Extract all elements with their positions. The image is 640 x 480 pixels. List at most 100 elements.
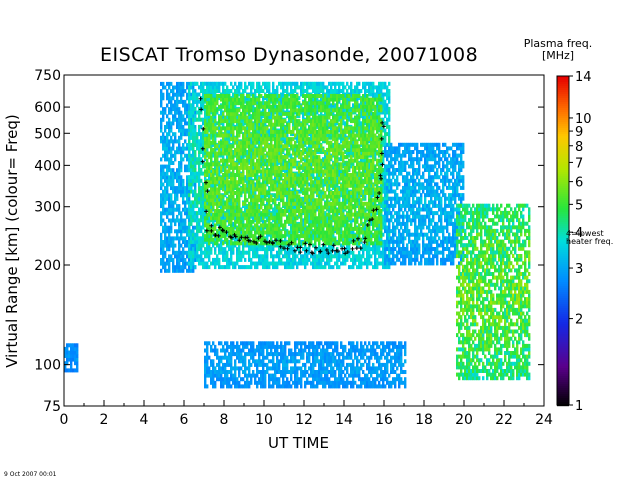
heatmap-cell [190,96,193,101]
heatmap-cell [194,153,197,158]
heatmap-cell [194,96,197,101]
heatmap-cell [286,168,289,172]
heatmap-cell [174,268,177,273]
heatmap-cell [214,92,217,97]
heatmap-cell [204,81,207,86]
heatmap-cell [208,114,211,119]
heatmap-cell [208,243,211,248]
heatmap-cell [268,211,271,216]
heatmap-cell [180,96,183,101]
heatmap-cell [192,247,195,252]
heatmap-cell [296,81,299,86]
heatmap-cell [250,114,253,119]
heatmap-cell [284,247,287,252]
heatmap-cell [186,225,189,230]
heatmap-cell [196,99,199,104]
heatmap-cell [234,214,237,219]
heatmap-cell [194,106,197,111]
heatmap-cell [276,207,279,212]
heatmap-cell [292,265,295,270]
heatmap-cell [196,193,199,198]
heatmap-cell [196,225,199,230]
heatmap-cell [258,261,261,266]
heatmap-cell [182,128,185,133]
heatmap-cell [168,121,171,126]
heatmap-cell [200,211,203,216]
heatmap-cell [278,250,281,255]
heatmap-cell [386,103,389,108]
heatmap-cell [182,186,185,191]
heatmap-cell [222,250,225,255]
heatmap-cell [170,204,173,209]
heatmap-cell [306,89,309,93]
heatmap-cell [204,201,207,206]
heatmap-cell [242,250,245,255]
heatmap-cell [388,96,391,101]
heatmap-cell [240,214,243,219]
heatmap-cell [334,85,337,90]
heatmap-cell [250,92,253,97]
heatmap-cell [182,178,185,183]
heatmap-cell [168,178,171,183]
heatmap-cell [280,261,283,266]
heatmap-cell [216,182,219,187]
heatmap-cell [274,193,277,198]
heatmap-cell [266,218,269,223]
heatmap-cell [174,139,177,144]
heatmap-cell [164,207,167,212]
heatmap-cell [194,243,197,248]
heatmap-cell [256,261,259,266]
heatmap-cell [246,189,249,194]
heatmap-cell [238,81,241,86]
heatmap-cell [388,92,391,97]
heatmap-cell [226,218,229,223]
heatmap-cell [288,254,291,259]
heatmap-cell [246,96,249,101]
heatmap-cell [240,117,243,122]
heatmap-cell [214,194,217,199]
heatmap-cell [194,200,197,205]
heatmap-cell [190,182,193,187]
heatmap-cell [190,261,193,266]
heatmap-cell [160,135,163,140]
heatmap-cell [384,81,387,86]
heatmap-cell [212,137,215,142]
heatmap-cell [168,150,171,155]
heatmap-cell [280,92,283,97]
heatmap-cell [274,89,277,93]
heatmap-cell [276,265,279,270]
heatmap-cell [168,211,171,216]
heatmap-cell [268,247,271,252]
heatmap-cell [208,214,211,219]
heatmap-cell [266,265,269,270]
heatmap-cell [284,265,287,270]
heatmap-cell [264,96,267,101]
heatmap-cell [206,85,209,90]
heatmap-cell [234,265,237,270]
heatmap-cell [192,121,195,126]
heatmap-cell [168,117,171,122]
heatmap-cell [188,103,191,108]
heatmap-cell [216,193,219,198]
heatmap-cell [168,200,171,205]
heatmap-cell [238,257,241,262]
heatmap-cell [70,361,73,366]
heatmap-cell [204,211,207,216]
heatmap-cell [264,225,267,230]
heatmap-cell [76,368,79,373]
heatmap-cell [162,107,165,112]
heatmap-cell [168,225,171,230]
heatmap-cell [162,135,165,140]
heatmap-cell [200,243,203,248]
heatmap-cell [282,157,285,162]
heatmap-cell [338,85,341,90]
heatmap-cell [176,261,179,266]
heatmap-cell [192,225,195,230]
heatmap-cell [182,146,185,151]
heatmap-cell [186,107,189,112]
heatmap-cell [188,142,191,147]
heatmap-cell [276,89,279,93]
heatmap-cell [180,110,183,115]
heatmap-cell [254,243,257,248]
